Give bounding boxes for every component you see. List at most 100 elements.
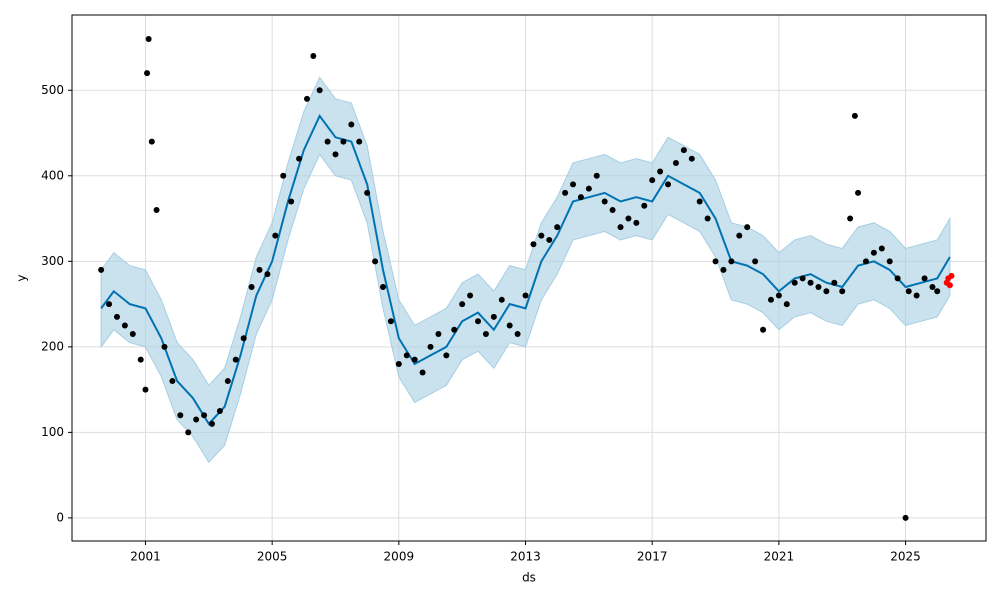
- data-point: [593, 172, 600, 179]
- data-point: [862, 258, 869, 265]
- data-point: [372, 258, 379, 265]
- data-point: [303, 95, 310, 102]
- data-point: [356, 138, 363, 145]
- data-point: [554, 224, 561, 231]
- data-point: [224, 378, 231, 385]
- data-point: [886, 258, 893, 265]
- x-tick-label: 2005: [257, 550, 288, 564]
- data-point: [728, 258, 735, 265]
- data-point: [348, 121, 355, 128]
- data-point: [696, 198, 703, 205]
- data-point: [680, 147, 687, 154]
- data-point: [137, 356, 144, 363]
- data-point: [106, 301, 113, 308]
- data-point: [467, 292, 474, 299]
- y-axis-label: y: [15, 274, 29, 281]
- data-point: [799, 275, 806, 282]
- data-point: [387, 318, 394, 325]
- forecast-line: [100, 113, 951, 426]
- data-point: [934, 288, 941, 295]
- data-point: [913, 292, 920, 299]
- data-point: [142, 386, 149, 393]
- data-point: [403, 352, 410, 359]
- data-point: [905, 288, 912, 295]
- data-point: [522, 292, 529, 299]
- data-point: [570, 181, 577, 188]
- data-point: [113, 313, 120, 320]
- data-point: [395, 360, 402, 367]
- data-point: [459, 301, 466, 308]
- data-point: [153, 207, 160, 214]
- data-point: [316, 87, 323, 94]
- data-point: [216, 407, 223, 414]
- data-point: [145, 35, 152, 42]
- data-point: [310, 53, 317, 60]
- data-point: [546, 236, 553, 243]
- data-point: [419, 369, 426, 376]
- data-point: [256, 266, 263, 273]
- data-point: [324, 138, 331, 145]
- data-point: [902, 514, 909, 521]
- data-point: [380, 283, 387, 290]
- data-point: [688, 155, 695, 162]
- data-point: [475, 318, 482, 325]
- data-point: [617, 224, 624, 231]
- x-tick-label: 2021: [764, 550, 795, 564]
- x-tick-label: 2013: [510, 550, 541, 564]
- y-tick-label: 100: [41, 425, 64, 439]
- data-point: [169, 378, 176, 385]
- data-point: [657, 168, 664, 175]
- data-point: [562, 189, 569, 196]
- data-point: [609, 207, 616, 214]
- data-point: [288, 198, 295, 205]
- y-tick-label: 0: [56, 510, 64, 524]
- data-point: [435, 331, 442, 338]
- data-point: [411, 356, 418, 363]
- data-point: [498, 296, 505, 303]
- data-point: [855, 189, 862, 196]
- data-point: [625, 215, 632, 222]
- data-point: [538, 232, 545, 239]
- data-point: [161, 343, 168, 350]
- data-point: [870, 249, 877, 256]
- data-point: [121, 322, 128, 329]
- data-point: [641, 202, 648, 209]
- data-point: [193, 416, 200, 423]
- data-point: [665, 181, 672, 188]
- x-axis-label: ds: [522, 571, 536, 585]
- data-point: [427, 343, 434, 350]
- data-point: [851, 112, 858, 119]
- data-point: [514, 331, 521, 338]
- data-point: [878, 245, 885, 252]
- data-point: [831, 279, 838, 286]
- data-point: [232, 356, 239, 363]
- data-point: [148, 138, 155, 145]
- data-point: [185, 429, 192, 436]
- data-point: [823, 288, 830, 295]
- data-point: [752, 258, 759, 265]
- x-tick-label: 2025: [890, 550, 921, 564]
- data-point: [815, 283, 822, 290]
- data-point: [177, 412, 184, 419]
- data-point: [720, 266, 727, 273]
- data-point: [672, 159, 679, 166]
- data-point: [601, 198, 608, 205]
- data-point: [451, 326, 458, 333]
- data-point: [712, 258, 719, 265]
- data-point: [633, 219, 640, 226]
- data-point: [208, 420, 215, 427]
- data-point: [98, 266, 105, 273]
- data-point: [340, 138, 347, 145]
- data-point: [767, 296, 774, 303]
- data-point: [577, 194, 584, 201]
- y-tick-label: 300: [41, 254, 64, 268]
- data-point: [272, 232, 279, 239]
- data-point: [364, 189, 371, 196]
- data-point: [585, 185, 592, 192]
- data-point: [530, 241, 537, 248]
- data-point: [791, 279, 798, 286]
- data-point: [894, 275, 901, 282]
- data-point: [736, 232, 743, 239]
- data-point: [296, 155, 303, 162]
- data-point: [783, 301, 790, 308]
